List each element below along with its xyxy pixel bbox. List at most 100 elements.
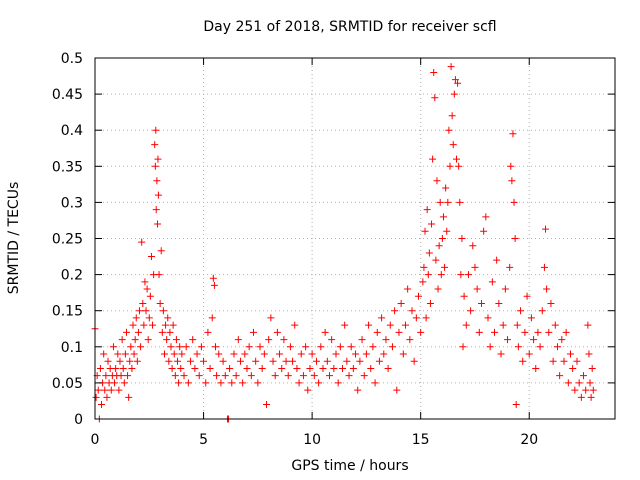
data-point: [219, 357, 227, 365]
data-point: [571, 386, 579, 394]
data-point: [504, 336, 512, 344]
data-point: [439, 213, 447, 221]
data-point: [564, 379, 572, 387]
data-point: [131, 336, 139, 344]
data-point: [323, 357, 331, 365]
data-point: [228, 379, 236, 387]
data-point: [401, 321, 409, 329]
data-point: [204, 328, 212, 336]
data-point: [193, 350, 201, 358]
data-point: [464, 271, 472, 279]
data-point: [397, 299, 405, 307]
data-point: [497, 350, 505, 358]
data-point: [317, 343, 325, 351]
data-point: [310, 372, 318, 380]
data-point: [177, 364, 185, 372]
data-point: [547, 299, 555, 307]
data-point: [171, 372, 179, 380]
data-point: [156, 299, 164, 307]
data-point: [435, 242, 443, 250]
data-point: [119, 364, 127, 372]
data-point: [362, 350, 370, 358]
data-point: [184, 379, 192, 387]
data-point: [98, 401, 106, 409]
x-tick-label: 10: [303, 432, 321, 448]
data-point: [191, 364, 199, 372]
data-point: [164, 314, 172, 322]
data-point: [429, 155, 437, 163]
data-point: [122, 328, 130, 336]
data-point: [462, 321, 470, 329]
y-tick-label: 0.2: [61, 268, 83, 284]
data-point: [471, 263, 479, 271]
data-point: [230, 350, 238, 358]
data-point: [589, 386, 597, 394]
data-point: [341, 321, 349, 329]
data-point: [512, 401, 520, 409]
data-point: [197, 343, 205, 351]
data-point: [450, 90, 458, 98]
data-point: [388, 343, 396, 351]
data-point: [360, 372, 368, 380]
data-point: [125, 393, 133, 401]
data-point: [260, 350, 268, 358]
data-point: [431, 94, 439, 102]
data-point: [154, 155, 162, 163]
data-point: [582, 386, 590, 394]
data-point: [443, 227, 451, 235]
data-point: [384, 364, 392, 372]
data-point: [575, 379, 583, 387]
data-point: [325, 372, 333, 380]
data-point: [295, 379, 303, 387]
data-point: [330, 364, 338, 372]
data-point: [210, 281, 218, 289]
data-point: [263, 401, 271, 409]
data-point: [236, 357, 244, 365]
data-point: [144, 336, 152, 344]
data-point: [200, 357, 208, 365]
data-point: [426, 299, 434, 307]
data-point: [215, 350, 223, 358]
data-point: [428, 220, 436, 228]
data-point: [457, 271, 465, 279]
data-point: [573, 357, 581, 365]
data-point: [152, 126, 160, 134]
data-point: [580, 372, 588, 380]
data-point: [299, 372, 307, 380]
data-point: [509, 130, 517, 138]
data-point: [92, 393, 100, 401]
data-point: [107, 386, 115, 394]
data-point: [419, 278, 427, 286]
data-point: [138, 238, 146, 246]
data-point: [284, 372, 292, 380]
data-point: [347, 343, 355, 351]
data-point: [187, 357, 195, 365]
y-tick-label: 0: [74, 412, 83, 428]
data-point: [365, 321, 373, 329]
data-point: [423, 206, 431, 214]
data-point: [456, 198, 464, 206]
data-point: [189, 336, 197, 344]
y-tick-label: 0.1: [61, 340, 83, 356]
data-point: [458, 235, 466, 242]
data-point: [256, 343, 264, 351]
y-tick-label: 0.15: [52, 304, 83, 320]
data-point: [141, 278, 149, 286]
chart-title: Day 251 of 2018, SRMTID for receiver scf…: [203, 19, 496, 35]
data-point: [111, 379, 119, 387]
data-point: [525, 350, 533, 358]
data-point: [521, 328, 529, 336]
data-point: [430, 68, 438, 76]
data-point: [367, 364, 375, 372]
data-point: [395, 328, 403, 336]
data-point: [232, 372, 240, 380]
data-point: [163, 336, 171, 344]
data-point: [157, 247, 165, 255]
data-point: [180, 372, 188, 380]
y-tick-label: 0.45: [52, 87, 83, 103]
data-point: [129, 321, 137, 329]
data-point: [241, 350, 249, 358]
data-point: [510, 198, 518, 206]
y-tick-label: 0.3: [61, 195, 83, 211]
data-point: [278, 364, 286, 372]
